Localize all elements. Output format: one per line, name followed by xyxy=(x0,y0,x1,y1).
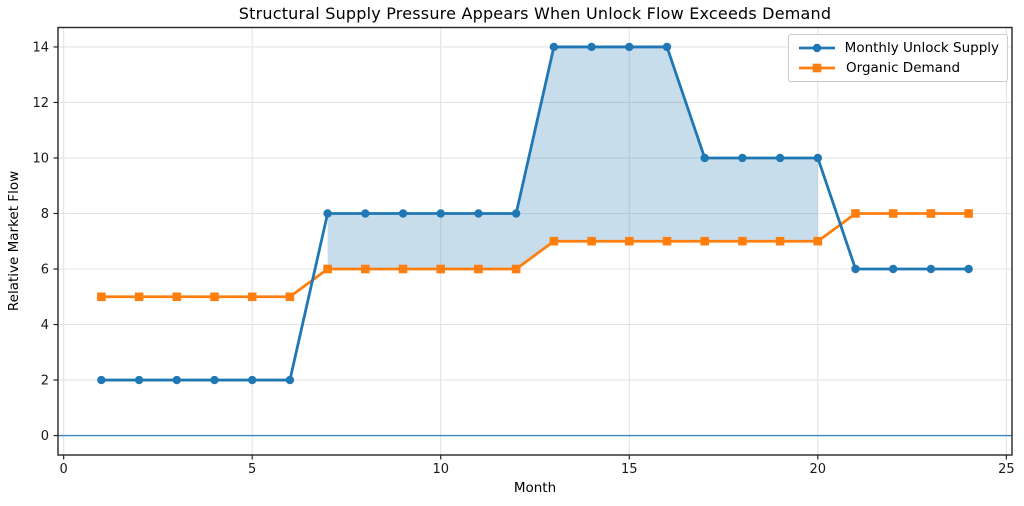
x-tick-label: 20 xyxy=(810,462,827,477)
y-tick-label: 12 xyxy=(32,96,49,111)
x-tick-label: 15 xyxy=(621,462,638,477)
legend-item-demand: Organic Demand xyxy=(797,60,999,76)
y-tick-label: 2 xyxy=(41,374,49,389)
x-axis-label: Month xyxy=(513,480,557,496)
y-tick-label: 6 xyxy=(41,263,49,278)
y-tick-label: 8 xyxy=(41,207,49,222)
legend-demand-label: Organic Demand xyxy=(846,60,961,76)
legend: Monthly Unlock Supply Organic Demand xyxy=(788,34,1008,82)
y-axis-label: Relative Market Flow xyxy=(6,170,22,312)
legend-demand-line-icon xyxy=(799,63,835,73)
y-tick-label: 14 xyxy=(32,40,49,55)
y-tick-label: 10 xyxy=(32,151,49,166)
chart-title: Structural Supply Pressure Appears When … xyxy=(238,4,832,23)
legend-item-supply: Monthly Unlock Supply xyxy=(797,40,999,56)
y-tick-label: 0 xyxy=(41,429,49,444)
x-tick-label: 10 xyxy=(432,462,449,477)
x-tick-label: 25 xyxy=(998,462,1015,477)
y-tick-label: 4 xyxy=(41,318,49,333)
x-tick-label: 0 xyxy=(60,462,68,477)
legend-supply-line-icon xyxy=(799,43,835,53)
legend-supply-label: Monthly Unlock Supply xyxy=(844,40,999,56)
x-tick-label: 5 xyxy=(248,462,256,477)
